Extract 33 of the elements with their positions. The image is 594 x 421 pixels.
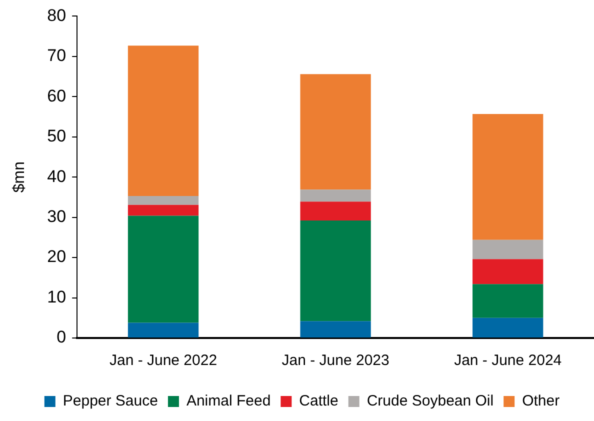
bar — [300, 202, 371, 221]
y-tick-label: 40 — [47, 166, 66, 186]
bar — [300, 74, 371, 190]
x-tick-label: Jan - June 2024 — [454, 352, 562, 370]
bar — [472, 259, 544, 284]
bar — [300, 220, 371, 322]
legend-label: Crude Soybean Oil — [366, 392, 494, 410]
y-tick-label: 10 — [47, 287, 66, 306]
bar — [128, 322, 199, 338]
y-tick-label: 30 — [47, 207, 66, 226]
bar — [128, 216, 199, 323]
x-tick-label: Jan - June 2022 — [109, 352, 218, 370]
legend-label: Cattle — [299, 392, 338, 410]
x-tick-label: Jan - June 2023 — [282, 352, 390, 370]
legend-label: Animal Feed — [186, 392, 271, 410]
bar — [128, 46, 199, 196]
legend-label: Pepper Sauce — [62, 392, 158, 410]
bar — [128, 196, 199, 205]
bar — [300, 190, 371, 202]
y-tick-label: 70 — [47, 46, 66, 66]
bar — [472, 114, 544, 240]
bar — [472, 284, 544, 318]
y-axis-title: $mn — [11, 162, 28, 193]
y-tick-label: 60 — [47, 86, 66, 106]
bar — [128, 204, 199, 216]
y-tick-label: 50 — [47, 126, 66, 146]
bar — [472, 318, 544, 338]
y-tick-label: 20 — [47, 247, 66, 266]
bar — [300, 321, 371, 338]
y-tick-label: 0 — [56, 328, 66, 347]
legend-label: Other — [522, 392, 560, 410]
y-tick-label: 80 — [47, 6, 66, 25]
bar — [472, 240, 544, 260]
